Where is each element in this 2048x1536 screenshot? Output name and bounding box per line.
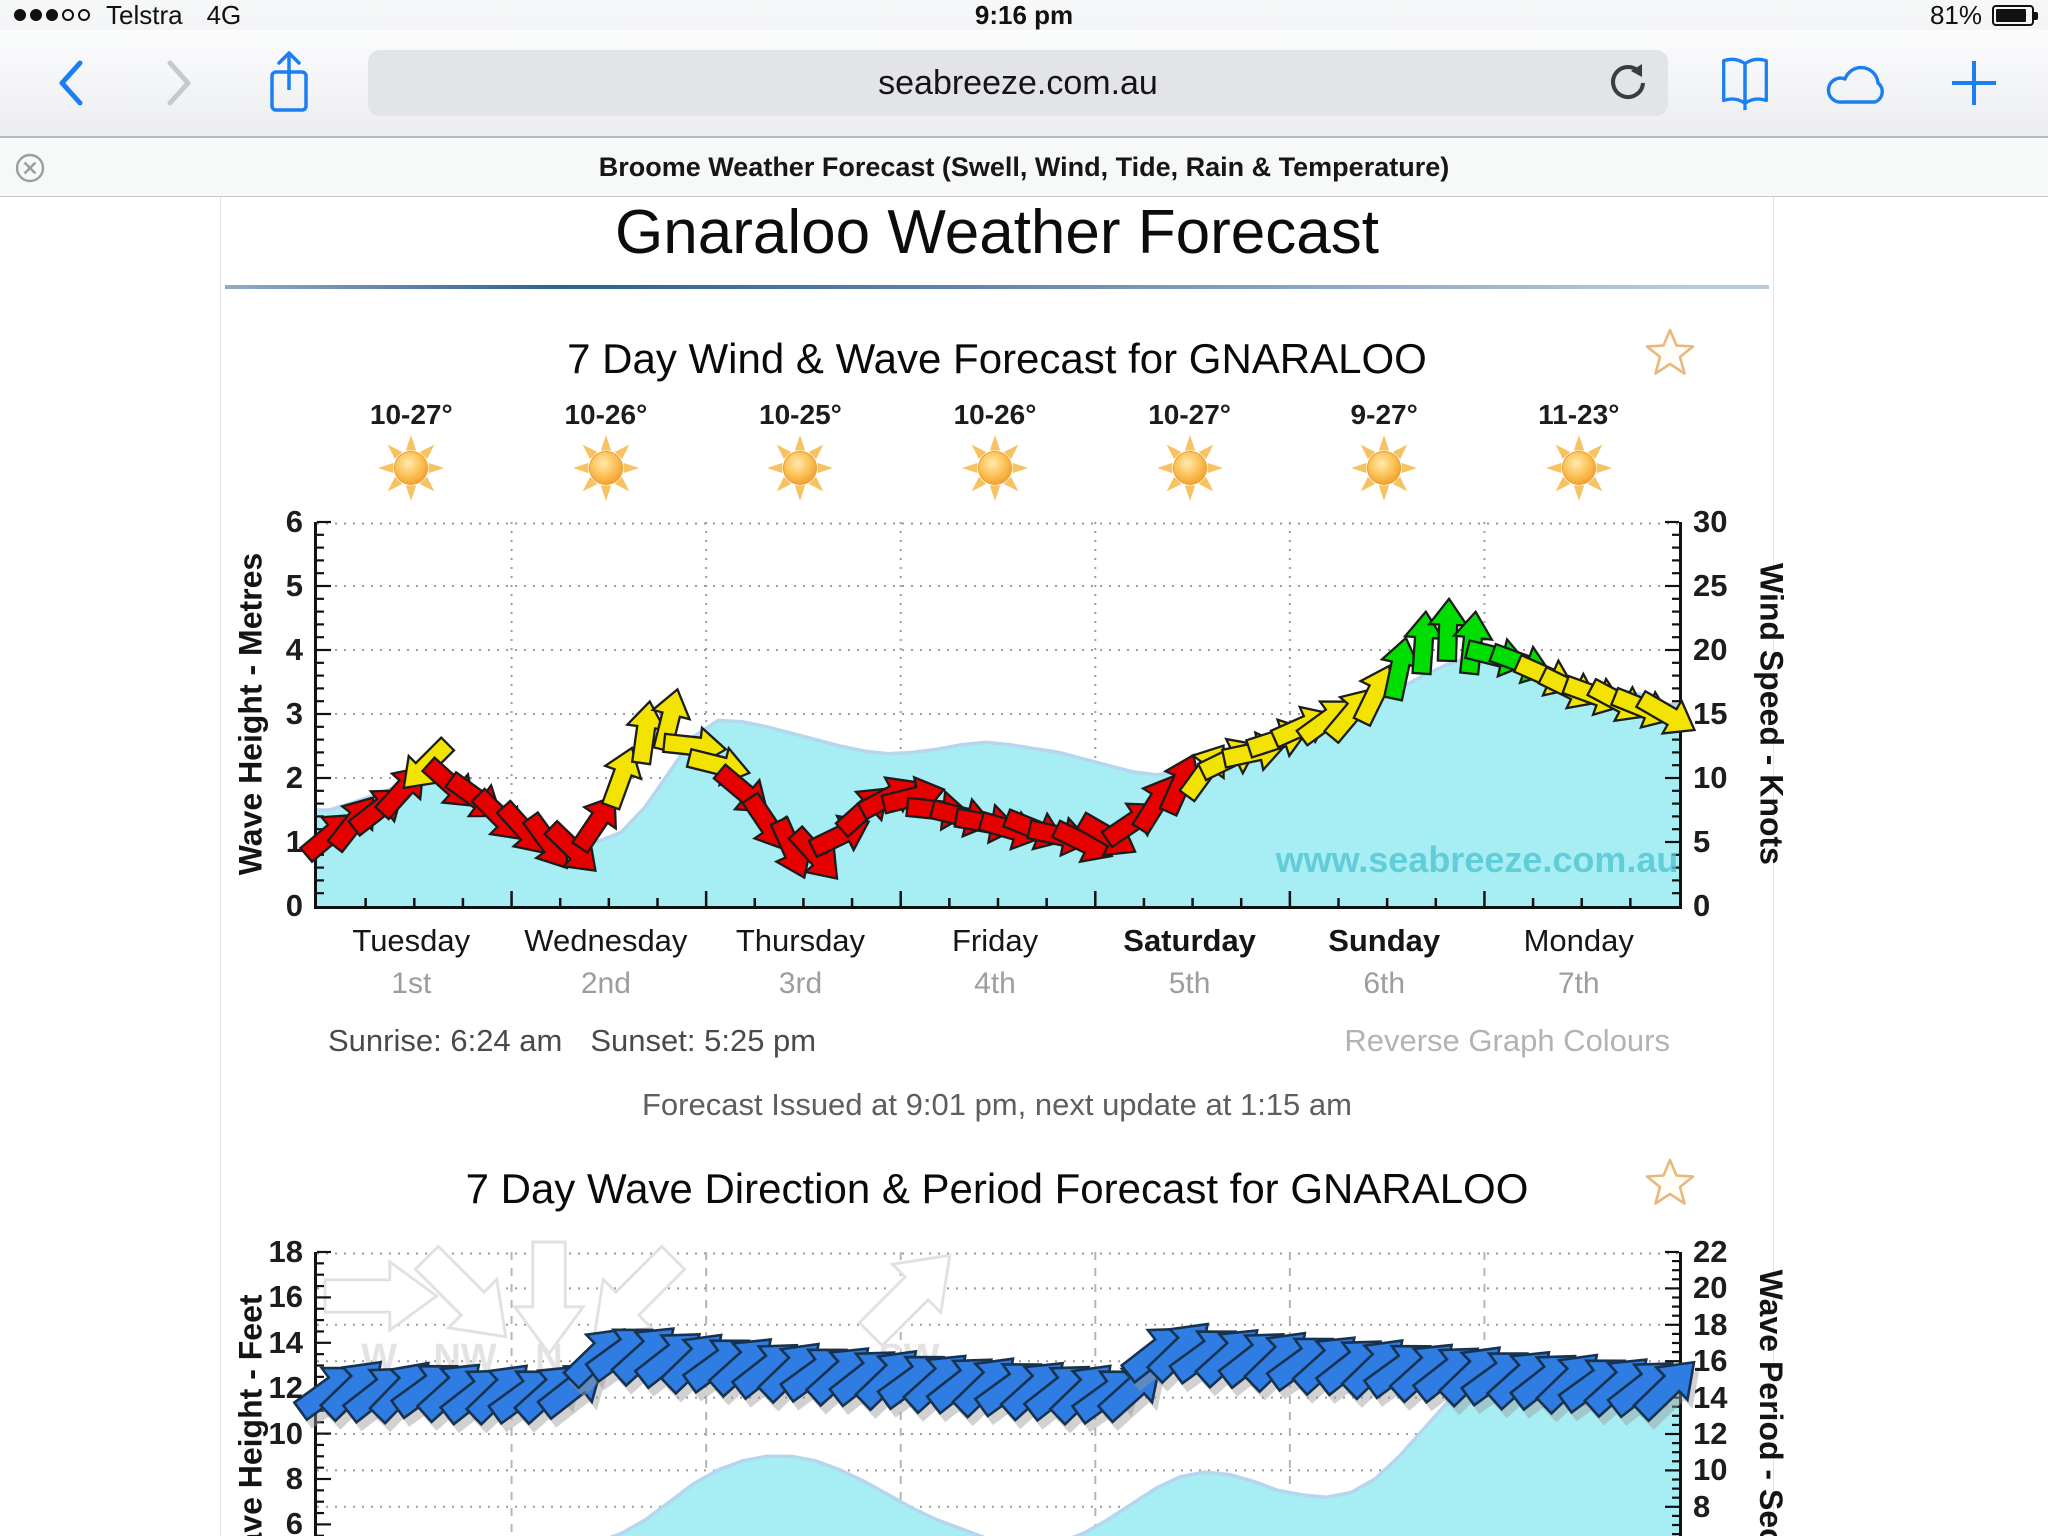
- url-text: seabreeze.com.au: [878, 63, 1158, 102]
- axis-tick-label: 6: [285, 504, 303, 539]
- day-temperature: 9-27°: [1350, 399, 1418, 430]
- day-label: Thursday 3rd: [735, 923, 866, 1000]
- wind-wave-plot: www.seabreeze.com.au Wave Height - Metre…: [233, 504, 1790, 923]
- axis-tick-label: 20: [1693, 632, 1728, 667]
- signal-strength-icon: [14, 9, 90, 21]
- axis-tick-label: 0: [285, 888, 303, 923]
- sun-icon: [703, 434, 898, 506]
- content-column: Gnaraloo Weather Forecast 7 Day Wind & W…: [220, 197, 1790, 1536]
- axis-tick-label: 15: [1693, 696, 1728, 731]
- title-rule: [225, 285, 1769, 289]
- safari-toolbar: seabreeze.com.au: [0, 30, 2048, 138]
- axis-tick-label: 20: [1693, 1270, 1728, 1306]
- reverse-graph-colours-link[interactable]: Reverse Graph Colours: [1344, 1023, 1670, 1058]
- bookmarks-icon[interactable]: [1714, 52, 1776, 114]
- axis-tick-label: 18: [268, 1234, 303, 1269]
- axis-tick-label: 10: [1693, 1452, 1728, 1488]
- axis-tick-label: 4: [285, 632, 303, 667]
- chart1-meta-row: Sunrise: 6:24 am Sunset: 5:25 pm Reverse …: [314, 1023, 1676, 1059]
- chart2-title: 7 Day Wave Direction & Period Forecast f…: [465, 1165, 1529, 1212]
- axis-tick-label: 3: [285, 696, 303, 731]
- wind-speed-axis-label: Wind Speed - Knots: [1753, 563, 1790, 865]
- status-bar: 9:16 pm Telstra 4G 81%: [0, 0, 2048, 30]
- axis-tick-label: 22: [1693, 1234, 1728, 1269]
- axis-tick-label: 25: [1693, 568, 1728, 603]
- sun-icon: [1287, 434, 1482, 506]
- axis-tick-label: 16: [1693, 1343, 1728, 1379]
- back-button[interactable]: [52, 57, 92, 109]
- tab-bar[interactable]: Broome Weather Forecast (Swell, Wind, Ti…: [0, 138, 2048, 197]
- day-temperature: 10-25°: [759, 399, 842, 430]
- axis-tick-label: 8: [1693, 1488, 1711, 1524]
- day-temperature: 10-27°: [1148, 399, 1231, 430]
- day-label: Tuesday 1st: [352, 923, 471, 1000]
- axis-tick-label: 2: [285, 760, 303, 795]
- axis-tick-label: 12: [268, 1370, 303, 1406]
- sunset-label: Sunset: 5:25 pm: [590, 1023, 817, 1058]
- battery-percent: 81%: [1929, 0, 1982, 30]
- sun-icon: [1481, 434, 1676, 506]
- chart1-title: 7 Day Wind & Wave Forecast for GNARALOO: [567, 335, 1427, 382]
- wave-period-axis-label: Wave Period - Seconds: [1753, 1269, 1790, 1536]
- axis-tick-label: 10: [1693, 760, 1728, 795]
- axis-tick-label: 30: [1693, 504, 1728, 539]
- day-label: Wednesday 2nd: [524, 923, 688, 1000]
- axis-tick-label: 12: [1693, 1416, 1728, 1451]
- forecast-issued: Forecast Issued at 9:01 pm, next update …: [642, 1087, 1352, 1122]
- day-label: Monday 7th: [1523, 923, 1634, 1000]
- carrier-label: Telstra: [106, 0, 183, 30]
- axis-tick-label: 6: [285, 1506, 303, 1536]
- sun-icon: [509, 434, 704, 506]
- sun-icon: [314, 434, 509, 506]
- day-temperature: 10-26°: [564, 399, 648, 430]
- axis-tick-label: 0: [1693, 888, 1711, 923]
- day-label: Friday 4th: [951, 923, 1039, 1000]
- sun-icon: [898, 434, 1093, 506]
- forward-button[interactable]: [158, 57, 198, 109]
- axis-tick-label: 14: [1693, 1379, 1728, 1415]
- web-page: Gnaraloo Weather Forecast 7 Day Wind & W…: [0, 197, 2048, 1536]
- day-label: Saturday 5th: [1123, 923, 1256, 1000]
- page-title: Gnaraloo Weather Forecast: [615, 198, 1379, 267]
- day-temperature: 11-23°: [1538, 399, 1620, 430]
- axis-tick-label: 5: [1693, 824, 1711, 859]
- wave-height-axis-label: Wave Height - Metres: [232, 552, 269, 876]
- axis-tick-label: 8: [285, 1461, 303, 1496]
- axis-tick-label: 5: [285, 568, 303, 603]
- svg-text:www.seabreeze.com.au: www.seabreeze.com.au: [1275, 839, 1679, 880]
- axis-tick-label: 16: [268, 1279, 303, 1315]
- url-field[interactable]: seabreeze.com.au: [368, 50, 1668, 116]
- sunrise-sunset: Sunrise: 6:24 am Sunset: 5:25 pm: [328, 1023, 844, 1059]
- sun-icon: [1092, 434, 1287, 506]
- day-temperature: 10-26°: [953, 399, 1037, 430]
- reload-icon[interactable]: [1604, 59, 1652, 107]
- battery-icon: [1992, 4, 2038, 26]
- share-icon[interactable]: [260, 48, 318, 118]
- tab-title: Broome Weather Forecast (Swell, Wind, Ti…: [598, 151, 1450, 182]
- axis-tick-label: 14: [268, 1324, 303, 1360]
- weather-icons-row: [314, 434, 1676, 506]
- clock: 9:16 pm: [974, 0, 1074, 30]
- tab-close-icon[interactable]: [14, 152, 46, 184]
- axis-tick-label: 1: [285, 824, 303, 859]
- day-label: Sunday 6th: [1328, 923, 1441, 1000]
- wave-direction-period-plot: WNWNNESW Wave Height - Feet Wave Period …: [233, 1229, 1790, 1536]
- axis-tick-label: 10: [268, 1415, 303, 1451]
- icloud-tabs-icon[interactable]: [1824, 56, 1896, 110]
- day-temperature: 10-27°: [369, 399, 453, 430]
- favourite-star-icon[interactable]: [1645, 327, 1695, 377]
- sunrise-label: Sunrise: 6:24 am: [328, 1023, 563, 1058]
- network-type-label: 4G: [206, 0, 242, 30]
- new-tab-icon[interactable]: [1948, 57, 2000, 109]
- day-labels-row: Tuesday 1st Wednesday 2nd Thursday 3rd Friday 4…: [314, 923, 1676, 1001]
- wave-height-feet-axis-label: Wave Height - Feet: [232, 1294, 269, 1536]
- favourite-star-icon-2[interactable]: [1645, 1157, 1695, 1207]
- axis-tick-label: 18: [1693, 1306, 1728, 1342]
- temperature-row: 10-27° 10-26° 10-25° 10-26° 10-27° 9-27° 11-23…: [314, 399, 1676, 431]
